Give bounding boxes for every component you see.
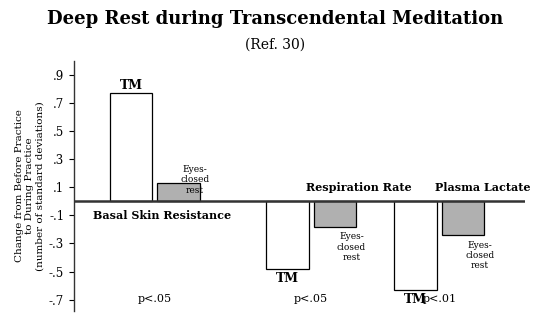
Text: Deep Rest during Transcendental Meditation: Deep Rest during Transcendental Meditati… [47,10,503,28]
Text: Respiration Rate: Respiration Rate [306,182,412,193]
Text: p<.01: p<.01 [422,294,456,304]
Y-axis label: Change from Before Practice
to During Practice
(number of standard deviations): Change from Before Practice to During Pr… [15,101,45,271]
Text: Plasma Lactate: Plasma Lactate [434,182,530,193]
Bar [442,201,485,235]
Bar [266,201,309,269]
Bar [157,183,200,201]
Text: p<.05: p<.05 [294,294,328,304]
Text: Eyes-
closed
rest: Eyes- closed rest [180,165,210,195]
Text: Eyes-
closed
rest: Eyes- closed rest [465,241,494,271]
Bar [394,201,437,290]
Text: TM: TM [404,293,427,306]
Text: TM: TM [119,79,142,92]
Bar [314,201,356,227]
Text: p<.05: p<.05 [138,294,172,304]
Text: Basal Skin Resistance: Basal Skin Resistance [93,210,231,221]
Text: Eyes-
closed
rest: Eyes- closed rest [337,232,366,262]
Text: TM: TM [276,272,299,285]
Bar [109,93,152,201]
Text: (Ref. 30): (Ref. 30) [245,37,305,52]
